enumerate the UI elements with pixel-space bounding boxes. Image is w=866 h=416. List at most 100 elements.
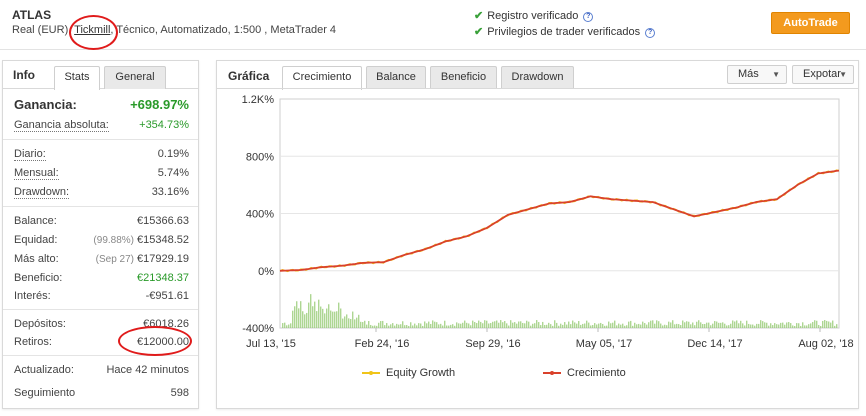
volume-bar bbox=[736, 320, 738, 328]
volume-bar bbox=[516, 323, 518, 328]
volume-bar bbox=[800, 325, 802, 328]
volume-bar bbox=[526, 320, 528, 328]
volume-bar bbox=[332, 311, 334, 328]
autotrade-button[interactable]: AutoTrade bbox=[771, 12, 850, 34]
volume-bar bbox=[570, 324, 572, 328]
volume-bar bbox=[500, 320, 502, 328]
volume-bar bbox=[294, 306, 296, 328]
series-line-growth bbox=[279, 169, 840, 272]
volume-bar bbox=[756, 323, 758, 328]
volume-bar bbox=[436, 322, 438, 328]
more-dropdown[interactable]: Más ▼ bbox=[727, 65, 787, 84]
volume-bar bbox=[296, 301, 298, 328]
volume-bar bbox=[616, 325, 618, 328]
volume-bar bbox=[358, 314, 360, 328]
volume-bar bbox=[622, 323, 624, 328]
interest-label: Interés: bbox=[14, 290, 51, 302]
tab-profit[interactable]: Beneficio bbox=[430, 66, 497, 89]
volume-bar bbox=[816, 320, 818, 328]
volume-bar bbox=[518, 321, 520, 328]
tab-growth[interactable]: Crecimiento bbox=[282, 66, 362, 90]
volume-bar bbox=[648, 322, 650, 328]
volume-bar bbox=[628, 321, 630, 328]
volume-bar bbox=[618, 323, 620, 328]
tab-stats[interactable]: Stats bbox=[54, 66, 100, 90]
export-dropdown[interactable]: Expotar ▼ bbox=[792, 65, 854, 84]
volume-bar bbox=[798, 323, 800, 328]
volume-bar bbox=[796, 323, 798, 328]
highest-label: Más alto: bbox=[14, 253, 59, 265]
volume-bar bbox=[822, 320, 824, 328]
volume-bar bbox=[678, 324, 680, 328]
volume-bar bbox=[304, 314, 306, 328]
volume-bar bbox=[546, 324, 548, 328]
gain-value: +698.97% bbox=[130, 97, 189, 112]
profit-label: Beneficio: bbox=[14, 272, 63, 284]
volume-bar bbox=[714, 321, 716, 328]
volume-bar bbox=[478, 320, 480, 328]
volume-bar bbox=[342, 318, 344, 328]
volume-bar bbox=[642, 321, 644, 328]
volume-bar bbox=[764, 322, 766, 328]
volume-bar bbox=[582, 323, 584, 328]
balance-value: €15366.63 bbox=[137, 215, 189, 227]
volume-bar bbox=[770, 323, 772, 328]
volume-bar bbox=[750, 324, 752, 328]
equity-percent: (99.88%) bbox=[93, 235, 134, 246]
volume-bar bbox=[450, 324, 452, 328]
volume-bar bbox=[574, 322, 576, 328]
volume-bar bbox=[356, 317, 358, 328]
volume-bar bbox=[328, 304, 330, 328]
legend-growth[interactable]: Crecimiento bbox=[543, 367, 626, 379]
daily-row: Diario: 0.19% bbox=[14, 146, 189, 162]
volume-bar bbox=[672, 320, 674, 328]
volume-bar bbox=[790, 323, 792, 328]
volume-bar bbox=[502, 322, 504, 328]
volume-bar bbox=[426, 323, 428, 328]
volume-bar bbox=[558, 325, 560, 328]
tab-balance[interactable]: Balance bbox=[366, 66, 426, 89]
volume-bar bbox=[456, 322, 458, 328]
volume-bar bbox=[802, 322, 804, 328]
volume-bar bbox=[836, 324, 838, 328]
drawdown-row: Drawdown: 33.16% bbox=[14, 184, 189, 200]
volume-bar bbox=[668, 321, 670, 328]
check-icon: ✔ bbox=[474, 10, 484, 22]
volume-bar bbox=[446, 325, 448, 328]
volume-bar bbox=[780, 322, 782, 328]
volume-bar bbox=[608, 321, 610, 328]
volume-bar bbox=[428, 321, 430, 328]
divider bbox=[3, 355, 198, 356]
question-icon[interactable]: ? bbox=[645, 28, 656, 38]
volume-bar bbox=[706, 322, 708, 328]
volume-bar bbox=[826, 320, 828, 328]
tab-general[interactable]: General bbox=[104, 66, 166, 89]
y-tick-label: 800% bbox=[246, 151, 274, 163]
volume-bar bbox=[568, 321, 570, 328]
tab-drawdown[interactable]: Drawdown bbox=[501, 66, 574, 89]
question-icon[interactable]: ? bbox=[583, 12, 594, 22]
verification-label: Registro verificado bbox=[487, 10, 579, 22]
volume-bar bbox=[306, 312, 308, 328]
volume-bar bbox=[460, 323, 462, 328]
volume-bar bbox=[578, 321, 580, 328]
legend-equity[interactable]: Equity Growth bbox=[362, 367, 455, 379]
divider bbox=[3, 309, 198, 310]
volume-bar bbox=[474, 322, 476, 328]
volume-bar bbox=[768, 325, 770, 328]
volume-bar bbox=[488, 323, 490, 328]
volume-bar bbox=[350, 319, 352, 328]
volume-bar bbox=[412, 325, 414, 328]
volume-bar bbox=[504, 321, 506, 328]
volume-bar bbox=[794, 325, 796, 328]
chevron-down-icon: ▼ bbox=[772, 70, 780, 79]
volume-bar bbox=[738, 323, 740, 328]
volume-bar bbox=[362, 322, 364, 328]
volume-bar bbox=[538, 322, 540, 328]
info-tabs: Info Stats General bbox=[3, 61, 198, 90]
volume-bar bbox=[556, 322, 558, 328]
volume-bar bbox=[334, 311, 336, 328]
volume-bar bbox=[774, 323, 776, 328]
volume-bar bbox=[448, 325, 450, 328]
volume-bar bbox=[406, 325, 408, 328]
